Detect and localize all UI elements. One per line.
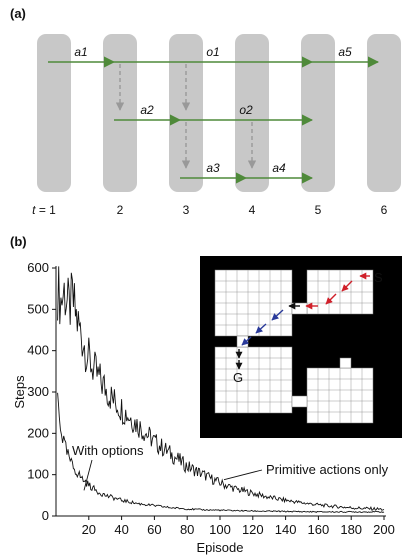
x-tick-label: 20 (82, 522, 96, 537)
panel-b-label: (b) (10, 234, 27, 249)
series-primitive-actions-line (57, 266, 385, 512)
x-tick-label: 180 (340, 522, 362, 537)
action-label: o1 (206, 45, 219, 59)
time-step-label: 6 (381, 203, 388, 217)
hallway-cell (339, 357, 352, 369)
time-step-label: 2 (117, 203, 124, 217)
x-tick-label: 40 (114, 522, 128, 537)
gridworld-inset: SG (200, 256, 402, 438)
path-arrow (341, 280, 353, 292)
time-step-label: 4 (249, 203, 256, 217)
time-step-bar (235, 34, 269, 192)
path-arrow (241, 336, 252, 346)
x-tick-label: 100 (209, 522, 231, 537)
time-step-bar (301, 34, 335, 192)
y-tick-label: 600 (27, 260, 49, 275)
x-tick-label: 200 (373, 522, 395, 537)
x-axis-label: Episode (197, 540, 244, 555)
action-label: a2 (140, 103, 154, 117)
x-tick-label: 60 (147, 522, 161, 537)
y-tick-label: 100 (27, 467, 49, 482)
action-label: o2 (239, 103, 253, 117)
series-with-options-line (57, 392, 385, 514)
series-primitive-actions-label: Primitive actions only (266, 462, 389, 477)
hallway-cell (291, 395, 308, 408)
goal-label: G (233, 370, 243, 385)
time-step-label: t = 1 (32, 203, 56, 217)
annotation-leader (83, 459, 93, 491)
path-arrow (255, 323, 267, 334)
y-tick-label: 200 (27, 425, 49, 440)
steps-per-episode-plot: 0 100 200 300 400 500 600 20 40 60 80 100 120 140 160 1… (12, 260, 395, 555)
path-arrow (325, 293, 337, 305)
action-label: a3 (206, 161, 220, 175)
y-tick-label: 500 (27, 301, 49, 316)
action-label: a4 (272, 161, 286, 175)
action-label: a5 (338, 45, 352, 59)
x-tick-label: 80 (180, 522, 194, 537)
annotation-leader (223, 469, 263, 481)
x-tick-label: 160 (308, 522, 330, 537)
time-step-bar (367, 34, 401, 192)
time-step-bar (169, 34, 203, 192)
path-arrow (271, 309, 284, 321)
y-axis-label: Steps (12, 375, 27, 409)
x-tick-label: 140 (275, 522, 297, 537)
y-tick-label: 0 (42, 508, 49, 523)
temporal-diagram: t = 1 2 3 4 5 6 a1 o1 a5 a2 o2 a3 a4 (32, 34, 401, 217)
y-tick-label: 400 (27, 343, 49, 358)
time-step-label: 5 (315, 203, 322, 217)
hallway-cell (291, 302, 308, 315)
time-step-label: 3 (183, 203, 190, 217)
panel-a-label: (a) (10, 6, 26, 21)
time-step-bar (37, 34, 71, 192)
x-tick-label: 120 (242, 522, 264, 537)
action-label: a1 (74, 45, 87, 59)
time-step-bar (103, 34, 137, 192)
series-with-options-label: With options (72, 443, 144, 458)
y-tick-label: 300 (27, 384, 49, 399)
start-label: S (374, 270, 383, 285)
